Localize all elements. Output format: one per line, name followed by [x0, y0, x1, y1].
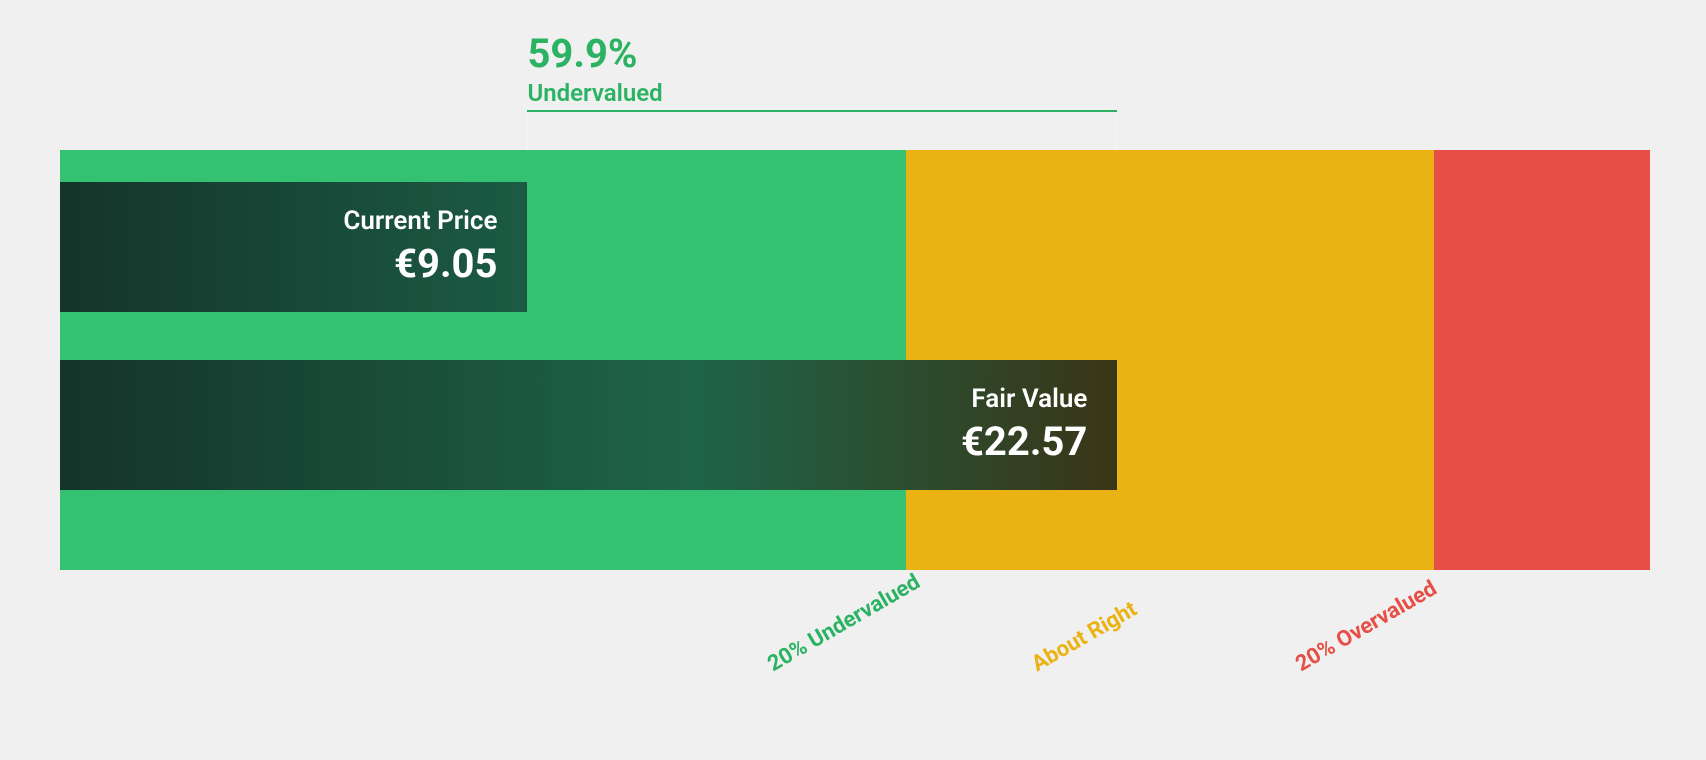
axis-label-about-right: About Right — [1027, 597, 1141, 677]
valuation-status-label: Undervalued — [527, 79, 662, 107]
fair-value-bar: Fair Value €22.57 — [60, 360, 1117, 490]
valuation-bracket — [527, 110, 1117, 150]
axis-label-undervalued: 20% Undervalued — [763, 570, 924, 677]
fair-value-label: Fair Value — [961, 385, 1087, 415]
fair-value-value: €22.57 — [961, 418, 1087, 465]
current-price-label: Current Price — [343, 207, 497, 237]
valuation-chart: Current Price €9.05 Fair Value €22.57 — [60, 150, 1650, 570]
zone-overvalued — [1434, 150, 1650, 570]
axis-label-overvalued: 20% Overvalued — [1291, 576, 1441, 677]
current-price-bar: Current Price €9.05 — [60, 182, 527, 312]
valuation-header: 59.9% Undervalued — [527, 30, 662, 107]
current-price-value: €9.05 — [343, 240, 497, 287]
valuation-percent: 59.9% — [527, 30, 662, 77]
